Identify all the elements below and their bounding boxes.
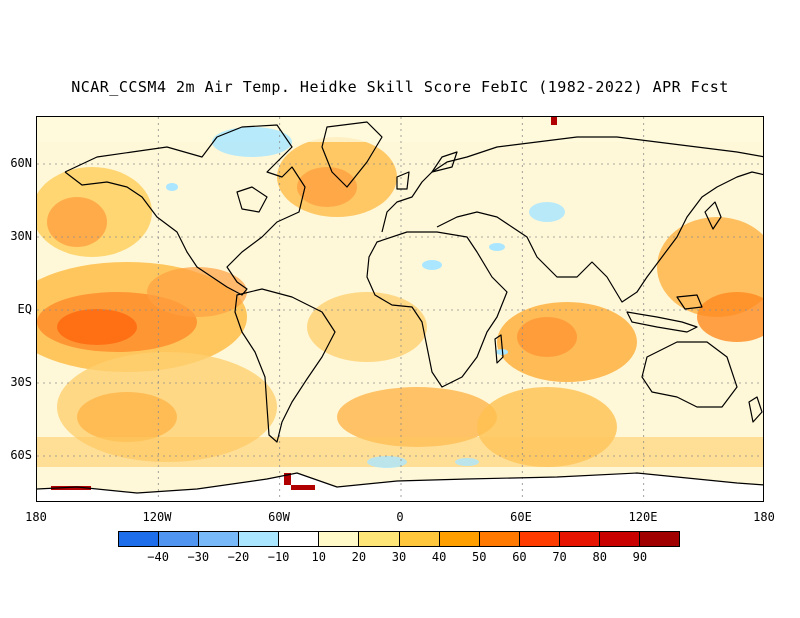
colorbar-swatch (559, 531, 600, 547)
lon-label-60w: 60W (268, 510, 290, 524)
coastlines (37, 121, 763, 494)
colorbar-tick-label: −40 (147, 550, 169, 564)
colorbar-tick-label: 20 (351, 550, 367, 564)
colorbar-swatch (359, 531, 400, 547)
colorbar-tick-label: 90 (632, 550, 648, 564)
colorbar-tick-label: −30 (187, 550, 210, 564)
colorbar-tick-label: 60 (512, 550, 527, 564)
colorbar-tick-label: 70 (552, 550, 567, 564)
colorbar-swatch (239, 531, 280, 547)
colorbar-tick-label: −10 (267, 550, 290, 564)
graticule (37, 117, 763, 501)
colorbar-tick-label: 40 (431, 550, 447, 564)
lon-label-0: 0 (396, 510, 404, 524)
colorbar-swatch (199, 531, 240, 547)
colorbar-swatch (599, 531, 641, 547)
colorbar-tick-label: 10 (311, 550, 326, 564)
colorbar-tick-label: 50 (472, 550, 487, 564)
skill-score-map (36, 116, 764, 502)
lat-label-30s: 30S (10, 375, 32, 389)
colorbar-tick-label: 30 (391, 550, 407, 564)
colorbar-swatch (640, 531, 681, 547)
lon-label-180w: 180 (25, 510, 47, 524)
lon-label-60e: 60E (510, 510, 532, 524)
map-canvas (37, 117, 763, 501)
colorbar-swatch (439, 531, 480, 547)
colorbar-tick-label: −20 (227, 550, 250, 564)
lat-label-30n: 30N (10, 229, 32, 243)
colorbar-swatch (319, 531, 360, 547)
colorbar-swatch (399, 531, 440, 547)
skill-field (37, 117, 763, 501)
colorbar-tick-label: 80 (592, 550, 607, 564)
map-title: NCAR_CCSM4 2m Air Temp. Heidke Skill Sco… (71, 78, 729, 96)
colorbar-swatch (479, 531, 520, 547)
lat-label-eq: EQ (17, 302, 32, 316)
colorbar-swatch (279, 531, 320, 547)
colorbar-swatch (519, 531, 560, 547)
lat-label-60n: 60N (10, 156, 32, 170)
colorbar (118, 531, 681, 547)
colorbar-swatch (118, 531, 160, 547)
lon-label-120e: 120E (628, 510, 658, 524)
colorbar-swatch (159, 531, 200, 547)
lon-label-180e: 180 (753, 510, 775, 524)
lon-label-120w: 120W (142, 510, 172, 524)
lat-label-60s: 60S (10, 448, 32, 462)
